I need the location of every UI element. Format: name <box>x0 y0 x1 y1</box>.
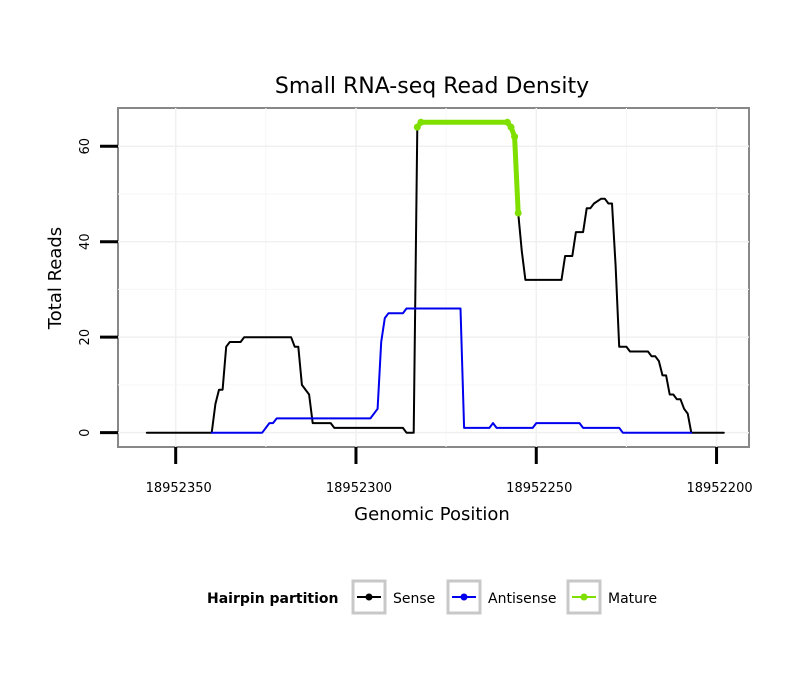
legend-key-point <box>460 593 468 601</box>
legend: Hairpin partition Sense Antisense Mature <box>207 579 657 615</box>
legend-title: Hairpin partition <box>207 591 338 607</box>
y-tick-label: 40 <box>78 233 93 250</box>
x-tick-label: 18952350 <box>146 481 212 496</box>
legend-key-point <box>580 593 588 601</box>
legend-item-sense: Sense <box>351 579 435 615</box>
y-tick-label: 0 <box>78 429 93 437</box>
x-tick-label: 18952300 <box>326 481 392 496</box>
chart-title: Small RNA-seq Read Density <box>275 74 589 99</box>
mature-point <box>413 123 421 131</box>
y-tick-label: 20 <box>78 329 93 346</box>
legend-item-antisense: Antisense <box>446 579 557 615</box>
legend-label-mature: Mature <box>608 591 657 607</box>
legend-label-antisense: Antisense <box>488 591 557 607</box>
legend-key-point <box>365 593 373 601</box>
antisense-series-line <box>210 307 693 434</box>
mature-point <box>507 123 515 131</box>
sense-series-line <box>145 121 725 434</box>
series-layer <box>145 118 725 434</box>
y-tick-label: 60 <box>78 138 93 155</box>
legend-label-sense: Sense <box>393 591 435 607</box>
mature-point <box>417 118 425 126</box>
legend-item-mature: Mature <box>566 579 657 615</box>
y-axis-title: Total Reads <box>45 227 66 330</box>
grid <box>118 108 749 447</box>
mature-point <box>514 209 522 217</box>
mature-point <box>503 118 511 126</box>
x-tick-label: 18952200 <box>686 481 752 496</box>
axes: 18952350 18952300 18952250 18952200 0 20 40 60 <box>78 138 753 496</box>
plot-panel <box>117 107 750 448</box>
mature-point <box>511 133 519 141</box>
x-tick-label: 18952250 <box>506 481 572 496</box>
x-axis-title: Genomic Position <box>354 504 510 525</box>
